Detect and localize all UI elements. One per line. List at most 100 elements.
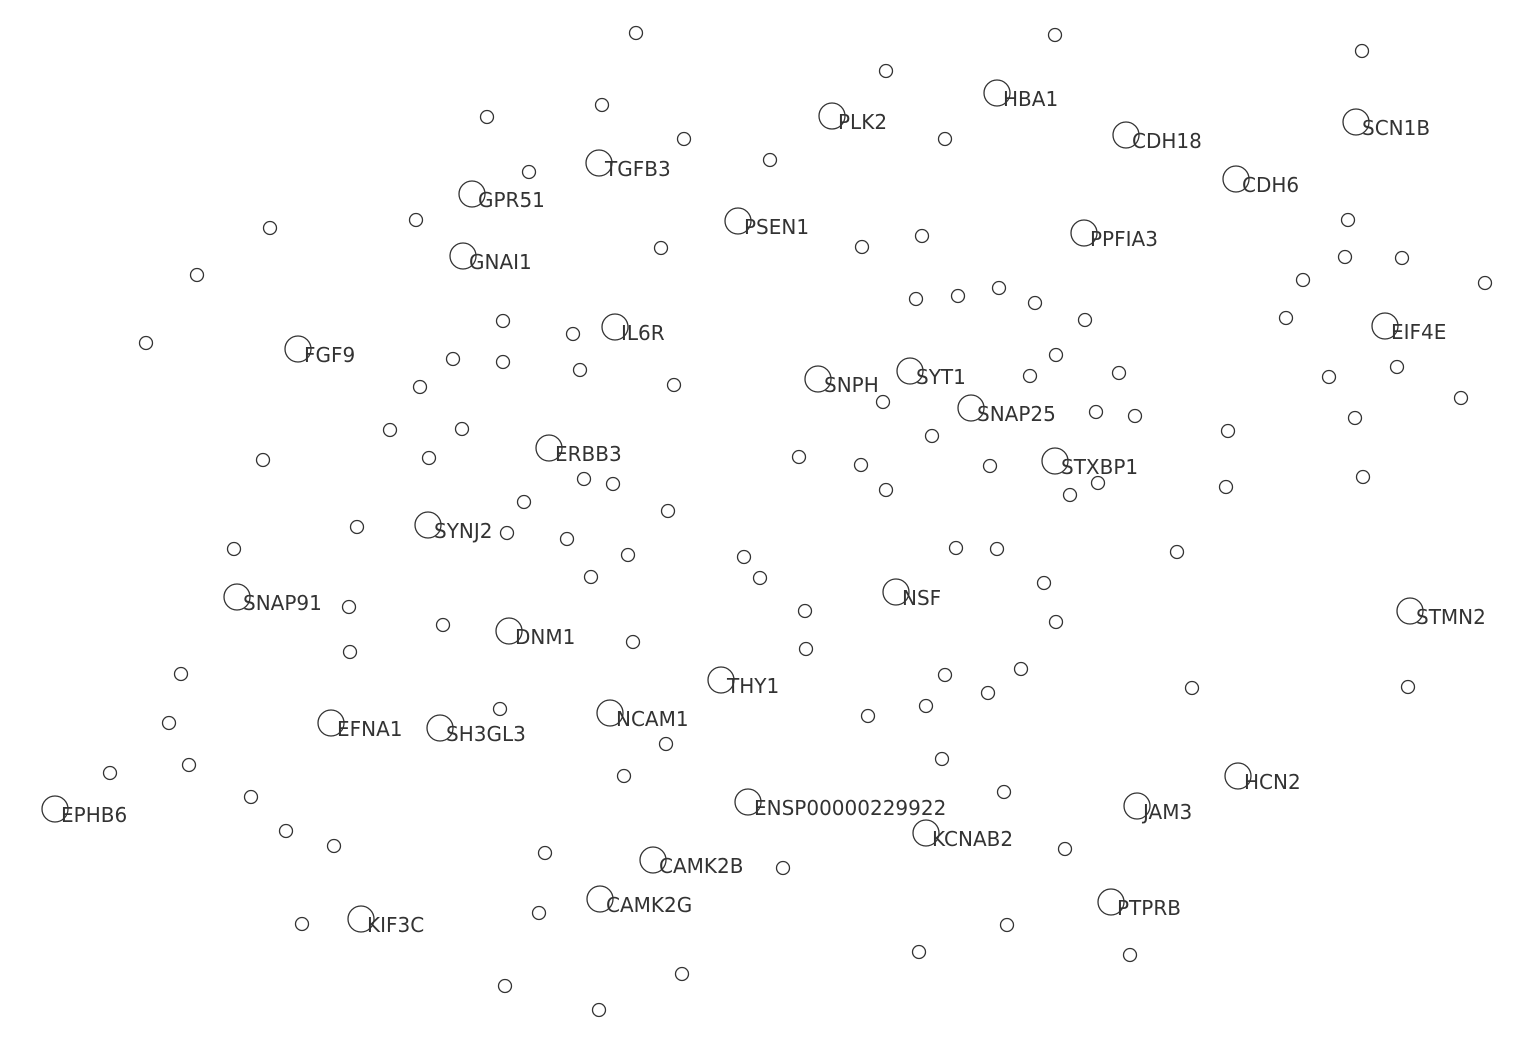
node-label: TGFB3 bbox=[604, 157, 671, 181]
network-node bbox=[479, 109, 495, 125]
labeled-node-stxbp1: STXBP1 bbox=[1041, 447, 1138, 479]
network-node bbox=[1062, 487, 1078, 503]
labeled-node-eif4e: EIF4E bbox=[1371, 312, 1446, 344]
network-node bbox=[1013, 661, 1029, 677]
network-node bbox=[752, 570, 768, 586]
network-node bbox=[262, 220, 278, 236]
network-node bbox=[531, 905, 547, 921]
node-label: CDH18 bbox=[1132, 129, 1202, 153]
network-node-circle bbox=[639, 846, 667, 874]
network-node bbox=[653, 240, 669, 256]
network-node bbox=[1278, 310, 1294, 326]
network-node bbox=[565, 326, 581, 342]
network-node bbox=[1090, 475, 1106, 491]
node-label: PSEN1 bbox=[744, 215, 809, 239]
network-node bbox=[173, 666, 189, 682]
labeled-node-ephb6: EPHB6 bbox=[41, 795, 127, 827]
network-node-circle bbox=[882, 578, 910, 606]
labeled-node-tgfb3: TGFB3 bbox=[585, 149, 671, 181]
network-node bbox=[908, 291, 924, 307]
network-node bbox=[576, 471, 592, 487]
node-label: SNPH bbox=[824, 373, 879, 397]
network-node bbox=[408, 212, 424, 228]
network-node bbox=[878, 63, 894, 79]
network-node bbox=[1077, 312, 1093, 328]
node-label: GNAI1 bbox=[469, 250, 532, 274]
network-node-circle bbox=[347, 905, 375, 933]
labeled-node-plk2: PLK2 bbox=[818, 102, 887, 134]
network-node-circle bbox=[734, 788, 762, 816]
network-node-circle bbox=[1070, 219, 1098, 247]
node-label: NCAM1 bbox=[616, 707, 689, 731]
network-node bbox=[1477, 275, 1493, 291]
network-node-circle bbox=[317, 709, 345, 737]
labeled-node-ensp00000229922: ENSP00000229922 bbox=[734, 788, 946, 820]
network-node-circle bbox=[284, 335, 312, 363]
network-node-circle bbox=[957, 394, 985, 422]
network-node bbox=[674, 966, 690, 982]
network-node bbox=[1036, 575, 1052, 591]
network-node bbox=[918, 698, 934, 714]
labeled-node-scn1b: SCN1B bbox=[1342, 108, 1430, 140]
network-node bbox=[255, 452, 271, 468]
node-label: SYNJ2 bbox=[434, 519, 493, 543]
labeled-node-synj2: SYNJ2 bbox=[414, 511, 493, 543]
network-node bbox=[161, 715, 177, 731]
network-node bbox=[1022, 368, 1038, 384]
labeled-node-hcn2: HCN2 bbox=[1224, 762, 1301, 794]
network-node bbox=[989, 541, 1005, 557]
network-node-circle bbox=[818, 102, 846, 130]
unlabeled-nodes bbox=[102, 25, 1493, 1018]
network-node bbox=[102, 765, 118, 781]
network-node bbox=[1127, 408, 1143, 424]
network-node bbox=[999, 917, 1015, 933]
network-node bbox=[991, 280, 1007, 296]
network-node bbox=[1218, 479, 1234, 495]
labeled-node-camk2g: CAMK2G bbox=[586, 885, 692, 917]
network-node bbox=[1354, 43, 1370, 59]
node-label: CDH6 bbox=[1242, 173, 1299, 197]
network-node-circle bbox=[449, 242, 477, 270]
network-node bbox=[495, 354, 511, 370]
network-node bbox=[996, 784, 1012, 800]
node-label: THY1 bbox=[726, 674, 779, 698]
network-node bbox=[1220, 423, 1236, 439]
network-node bbox=[860, 708, 876, 724]
labeled-node-il6r: IL6R bbox=[601, 313, 665, 345]
network-node bbox=[1184, 680, 1200, 696]
network-node bbox=[382, 422, 398, 438]
labeled-node-thy1: THY1 bbox=[707, 666, 779, 698]
network-node-circle bbox=[586, 885, 614, 913]
network-node bbox=[1027, 295, 1043, 311]
labeled-node-cdh18: CDH18 bbox=[1112, 121, 1202, 153]
network-node bbox=[775, 860, 791, 876]
node-label: NSF bbox=[902, 586, 941, 610]
node-label: KCNAB2 bbox=[932, 827, 1013, 851]
network-node bbox=[516, 494, 532, 510]
labeled-node-ncam1: NCAM1 bbox=[596, 699, 689, 731]
network-node-circle bbox=[983, 79, 1011, 107]
network-node bbox=[341, 599, 357, 615]
network-node bbox=[628, 25, 644, 41]
network-node bbox=[616, 768, 632, 784]
labeled-node-ptprb: PTPRB bbox=[1097, 888, 1181, 920]
network-node bbox=[875, 394, 891, 410]
network-node bbox=[342, 644, 358, 660]
network-node bbox=[583, 569, 599, 585]
network-node bbox=[499, 525, 515, 541]
node-label: CAMK2G bbox=[606, 893, 692, 917]
network-node bbox=[1169, 544, 1185, 560]
network-node bbox=[226, 541, 242, 557]
network-node bbox=[412, 379, 428, 395]
network-node bbox=[948, 540, 964, 556]
network-node bbox=[605, 476, 621, 492]
network-node bbox=[1400, 679, 1416, 695]
labeled-node-nsf: NSF bbox=[882, 578, 941, 610]
labeled-node-gnai1: GNAI1 bbox=[449, 242, 532, 274]
network-node-circle bbox=[495, 617, 523, 645]
network-node bbox=[294, 916, 310, 932]
network-node bbox=[1453, 390, 1469, 406]
network-node bbox=[762, 152, 778, 168]
node-label: KIF3C bbox=[367, 913, 424, 937]
node-label: PPFIA3 bbox=[1090, 227, 1158, 251]
